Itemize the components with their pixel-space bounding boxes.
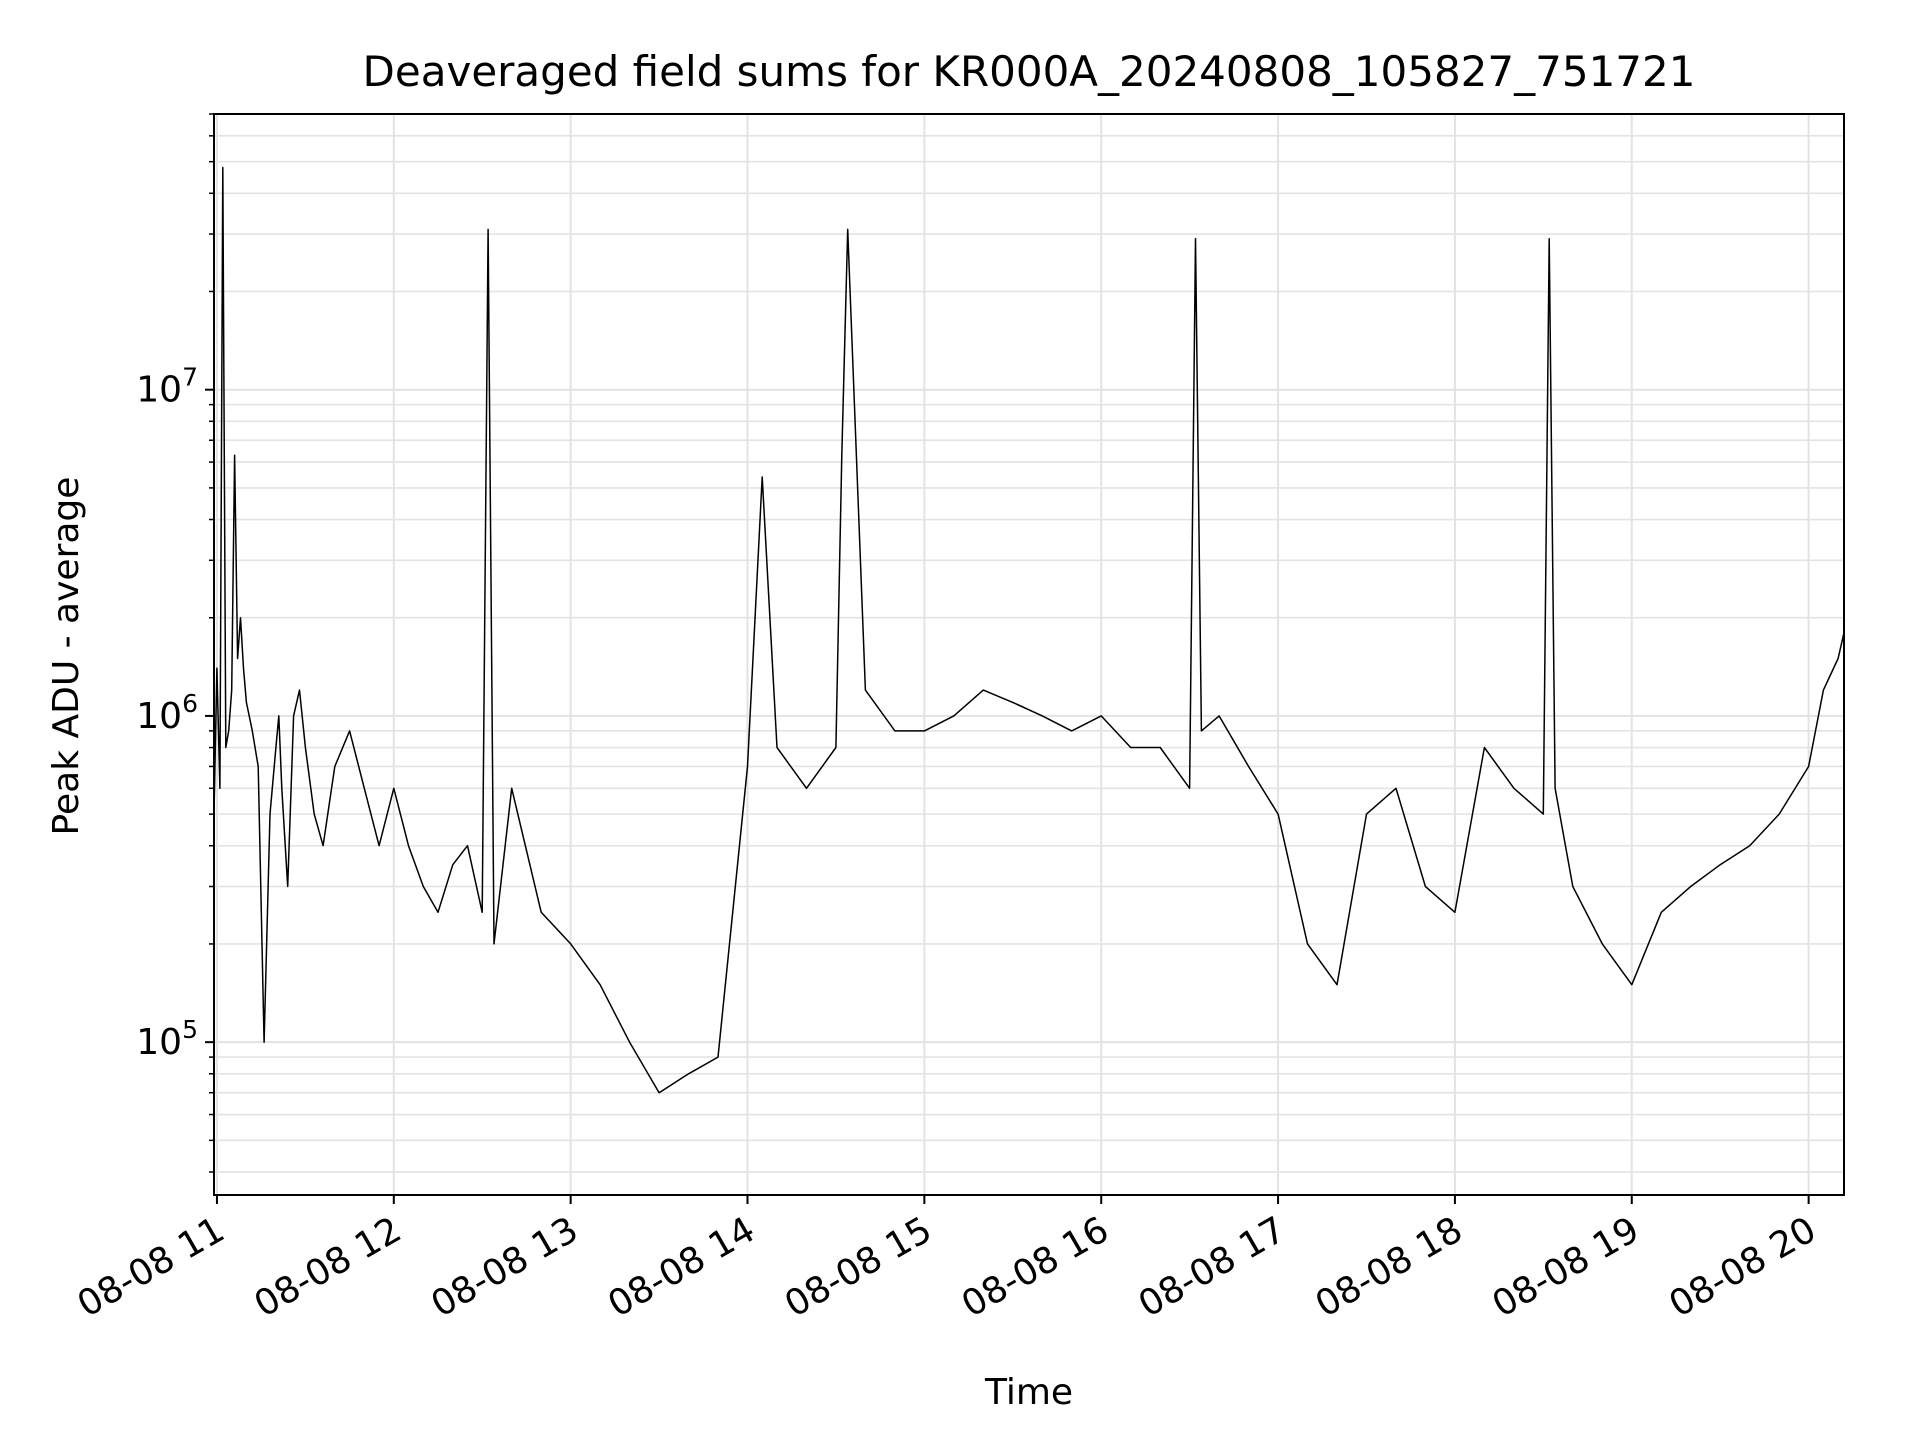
y-tick-label: 107 bbox=[136, 363, 198, 411]
plot-area bbox=[213, 166, 1845, 1094]
x-axis-label: Time bbox=[984, 1372, 1073, 1413]
y-tick-label: 106 bbox=[136, 689, 198, 737]
y-axis-label: Peak ADU - average bbox=[46, 477, 87, 836]
chart-title: Deaveraged field sums for KR000A_2024080… bbox=[363, 47, 1696, 96]
axes-frame bbox=[213, 113, 1845, 1196]
y-tick-label: 105 bbox=[136, 1015, 198, 1063]
grid-lines bbox=[214, 113, 1844, 1195]
y-axis: 105 106 107 bbox=[136, 113, 214, 1173]
series-line bbox=[213, 166, 1845, 1094]
